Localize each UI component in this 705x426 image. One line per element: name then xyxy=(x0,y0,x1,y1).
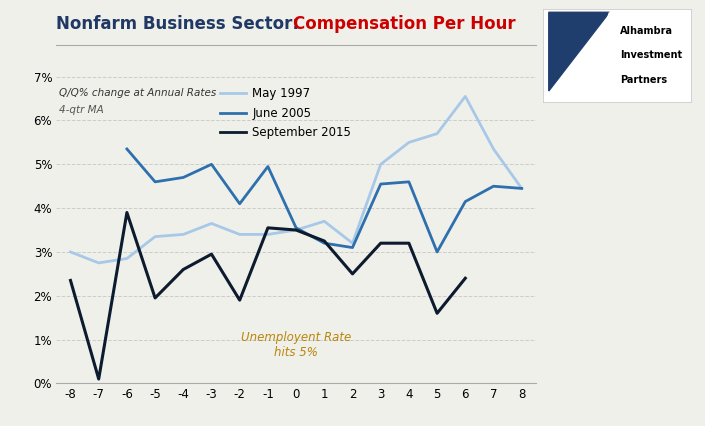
Text: Compensation Per Hour: Compensation Per Hour xyxy=(293,15,515,33)
Text: Nonfarm Business Sector:: Nonfarm Business Sector: xyxy=(56,15,305,33)
Text: Q/Q% change at Annual Rates: Q/Q% change at Annual Rates xyxy=(59,88,216,98)
Text: Investment: Investment xyxy=(620,50,682,60)
Text: Partners: Partners xyxy=(620,75,667,85)
Legend: May 1997, June 2005, September 2015: May 1997, June 2005, September 2015 xyxy=(216,83,356,144)
Text: 4-qtr MA: 4-qtr MA xyxy=(59,105,104,115)
Polygon shape xyxy=(584,12,609,91)
Polygon shape xyxy=(548,12,609,91)
Text: Unemployent Rate
hits 5%: Unemployent Rate hits 5% xyxy=(241,331,351,359)
Text: Alhambra: Alhambra xyxy=(620,26,673,36)
